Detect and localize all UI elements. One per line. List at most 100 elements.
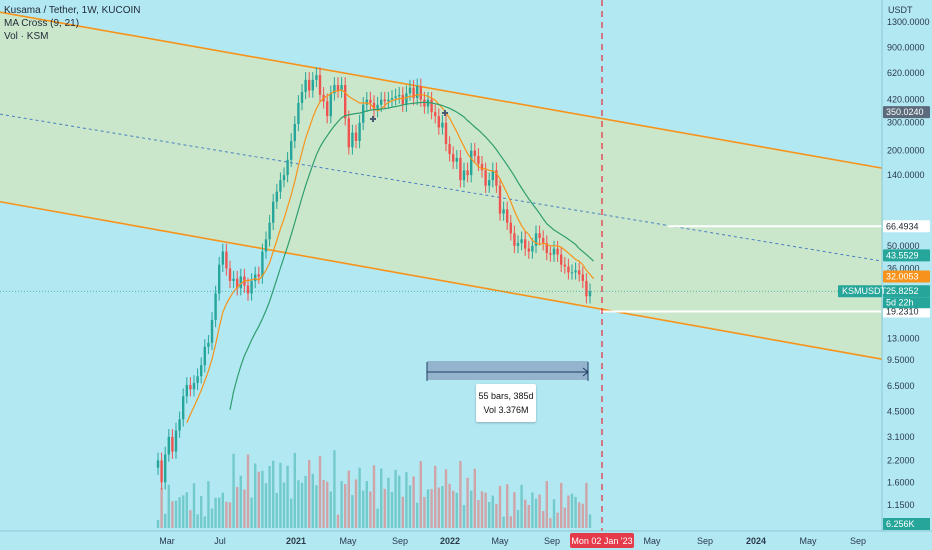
candle-body: [430, 99, 433, 113]
candle-body: [405, 93, 408, 105]
candle-body: [185, 384, 188, 397]
volume-bar: [347, 470, 350, 528]
candle-body: [182, 396, 185, 420]
ma-cross-label[interactable]: MA Cross (9, 21): [4, 18, 80, 29]
volume-bar: [164, 513, 167, 528]
volume-bar: [484, 492, 487, 528]
price-tick-label: 1300.0000: [887, 17, 930, 27]
channel-lower-line: [0, 200, 883, 361]
time-tick-label: Sep: [850, 536, 866, 546]
price-label-bg: [883, 285, 930, 298]
candle-body: [552, 248, 556, 255]
volume-bar: [362, 490, 365, 528]
candle-body: [315, 75, 318, 80]
candle-body: [365, 99, 368, 105]
candle-body: [567, 266, 570, 273]
volume-bar: [228, 502, 232, 528]
candle-body: [369, 99, 372, 103]
volume-bar: [477, 500, 480, 528]
candle-body: [419, 86, 422, 100]
volume-bar: [340, 481, 343, 528]
time-tick-label: May: [799, 536, 817, 546]
price-tick-label: 2.2000: [887, 455, 915, 465]
candle-body: [261, 251, 264, 277]
candle-body: [293, 123, 296, 141]
volume-bar: [246, 454, 250, 528]
price-tick-label: 50.0000: [887, 241, 920, 251]
volume-bar: [189, 510, 192, 528]
candle-body: [254, 274, 257, 281]
volume-bar: [156, 520, 160, 528]
volume-bar: [480, 491, 484, 528]
candle-body: [444, 122, 448, 145]
candle-body: [563, 264, 566, 267]
candle-body: [275, 191, 278, 202]
candle-body: [189, 384, 192, 390]
volume-bar: [394, 469, 397, 528]
candle-body: [171, 436, 174, 452]
price-label-bg: [883, 220, 930, 233]
candle-body: [455, 157, 458, 162]
symbol-title[interactable]: Kusama / Tether, 1W, KUCOIN: [4, 5, 141, 16]
volume-bar: [408, 485, 412, 528]
volume-bar: [416, 502, 419, 528]
volume-bar: [200, 496, 203, 528]
volume-bar: [506, 484, 509, 528]
candle-body: [585, 280, 588, 297]
volume-bar: [491, 495, 494, 528]
candle-body: [466, 170, 469, 176]
ma-cross-marker: [442, 110, 448, 116]
time-axis-bg: [0, 531, 932, 550]
candle-body: [318, 75, 322, 95]
candle-body: [250, 280, 253, 294]
measure-bars: 55 bars, 385d: [478, 391, 534, 401]
volume-bar: [257, 471, 260, 528]
candle-body: [174, 430, 178, 452]
volume-bar: [383, 488, 386, 528]
candle-body: [192, 382, 196, 390]
volume-bar: [542, 511, 545, 528]
price-tick-label: 3.1000: [887, 432, 915, 442]
candle-body: [416, 86, 419, 99]
candle-body: [570, 272, 574, 274]
volume-bar: [218, 497, 221, 528]
candle-body: [588, 291, 592, 297]
volume-bar: [329, 491, 332, 528]
volume-bar: [167, 484, 170, 528]
volume-bar: [470, 490, 473, 528]
volume-bar: [318, 456, 322, 528]
volume-bar: [588, 514, 592, 528]
candle-body: [394, 96, 397, 99]
candle-body: [534, 233, 538, 246]
volume-bar: [214, 497, 217, 528]
price-label-bg: [883, 270, 930, 283]
volume-bar: [473, 468, 476, 528]
volume-indicator-label[interactable]: Vol · KSM: [4, 31, 49, 42]
candle-body: [538, 233, 541, 239]
volume-bar: [279, 462, 282, 528]
candle-body: [545, 243, 548, 254]
volume-bar: [210, 508, 214, 528]
ma-fast-line: [186, 89, 595, 424]
candle-body: [581, 274, 584, 281]
volume-bar: [182, 495, 185, 528]
volume-bar: [196, 514, 199, 528]
volume-label-bg: [883, 518, 930, 530]
currency-label: USDT: [888, 5, 913, 15]
volume-bar: [344, 484, 347, 528]
volume-bar: [160, 487, 163, 528]
volume-bar: [225, 501, 228, 528]
candle-body: [390, 98, 394, 100]
volume-bar: [466, 477, 469, 528]
price-axis-bg: [882, 0, 932, 531]
candle-body: [300, 91, 304, 103]
candle-body: [520, 239, 523, 244]
price-label: 32.0053: [886, 271, 919, 281]
measure-rectangle: [427, 361, 588, 380]
price-tick-label: 620.0000: [887, 68, 925, 78]
volume-bar: [203, 516, 206, 528]
ticker-tag: KSMUSDT: [842, 286, 887, 296]
price-tick-label: 4.5000: [887, 406, 915, 416]
volume-bar: [462, 505, 466, 528]
